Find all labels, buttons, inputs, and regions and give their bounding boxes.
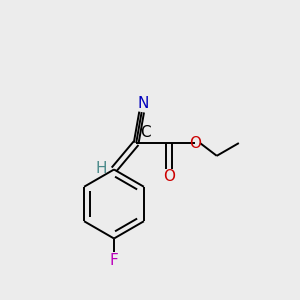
Text: C: C: [140, 125, 151, 140]
Text: O: O: [163, 169, 175, 184]
Text: F: F: [110, 253, 118, 268]
Text: H: H: [96, 160, 107, 175]
Text: O: O: [189, 136, 201, 151]
Text: N: N: [137, 96, 149, 111]
